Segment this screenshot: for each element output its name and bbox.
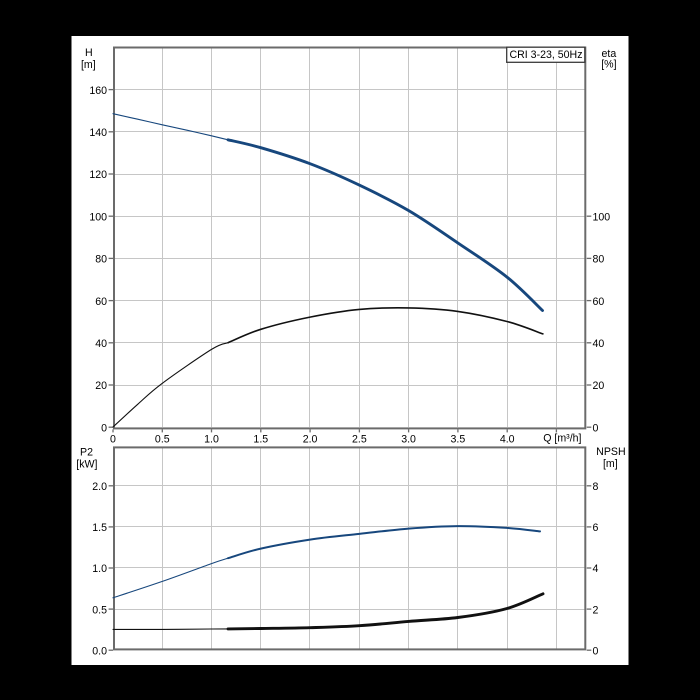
svg-text:0.5: 0.5 <box>92 604 107 616</box>
svg-text:40: 40 <box>593 338 605 350</box>
svg-text:0: 0 <box>593 645 599 657</box>
svg-text:20: 20 <box>95 380 107 392</box>
svg-text:1.5: 1.5 <box>92 522 107 534</box>
svg-text:[%]: [%] <box>601 59 616 71</box>
svg-text:80: 80 <box>593 254 605 266</box>
svg-text:2.5: 2.5 <box>352 434 367 446</box>
svg-text:100: 100 <box>593 211 611 223</box>
svg-text:120: 120 <box>89 169 107 181</box>
svg-text:2.0: 2.0 <box>92 481 107 493</box>
svg-text:80: 80 <box>95 254 107 266</box>
svg-text:3.0: 3.0 <box>401 434 416 446</box>
svg-text:[kW]: [kW] <box>76 459 97 471</box>
svg-text:4.0: 4.0 <box>500 434 515 446</box>
svg-text:H: H <box>85 47 93 59</box>
svg-text:NPSH: NPSH <box>596 446 625 458</box>
svg-text:[m]: [m] <box>81 59 96 71</box>
svg-text:140: 140 <box>89 127 107 139</box>
svg-text:0: 0 <box>110 434 116 446</box>
svg-text:2: 2 <box>593 604 599 616</box>
svg-text:0.5: 0.5 <box>155 434 170 446</box>
svg-text:4: 4 <box>593 563 599 575</box>
svg-text:60: 60 <box>593 296 605 308</box>
svg-text:Q [m³/h]: Q [m³/h] <box>543 433 581 445</box>
svg-text:0: 0 <box>593 422 599 434</box>
svg-text:0: 0 <box>101 422 107 434</box>
svg-text:1.0: 1.0 <box>92 563 107 575</box>
svg-text:[m]: [m] <box>603 458 618 470</box>
svg-text:100: 100 <box>89 211 107 223</box>
svg-text:160: 160 <box>89 85 107 97</box>
svg-text:3.5: 3.5 <box>451 434 466 446</box>
svg-text:1.5: 1.5 <box>253 434 268 446</box>
svg-text:60: 60 <box>95 296 107 308</box>
svg-text:0.0: 0.0 <box>92 645 107 657</box>
svg-text:P2: P2 <box>80 447 93 459</box>
svg-text:CRI 3-23, 50Hz: CRI 3-23, 50Hz <box>509 49 582 61</box>
svg-text:20: 20 <box>593 380 605 392</box>
svg-text:40: 40 <box>95 338 107 350</box>
svg-text:eta: eta <box>602 48 617 60</box>
svg-text:8: 8 <box>593 481 599 493</box>
svg-text:6: 6 <box>593 522 599 534</box>
svg-text:1.0: 1.0 <box>204 434 219 446</box>
svg-text:2.0: 2.0 <box>303 434 318 446</box>
